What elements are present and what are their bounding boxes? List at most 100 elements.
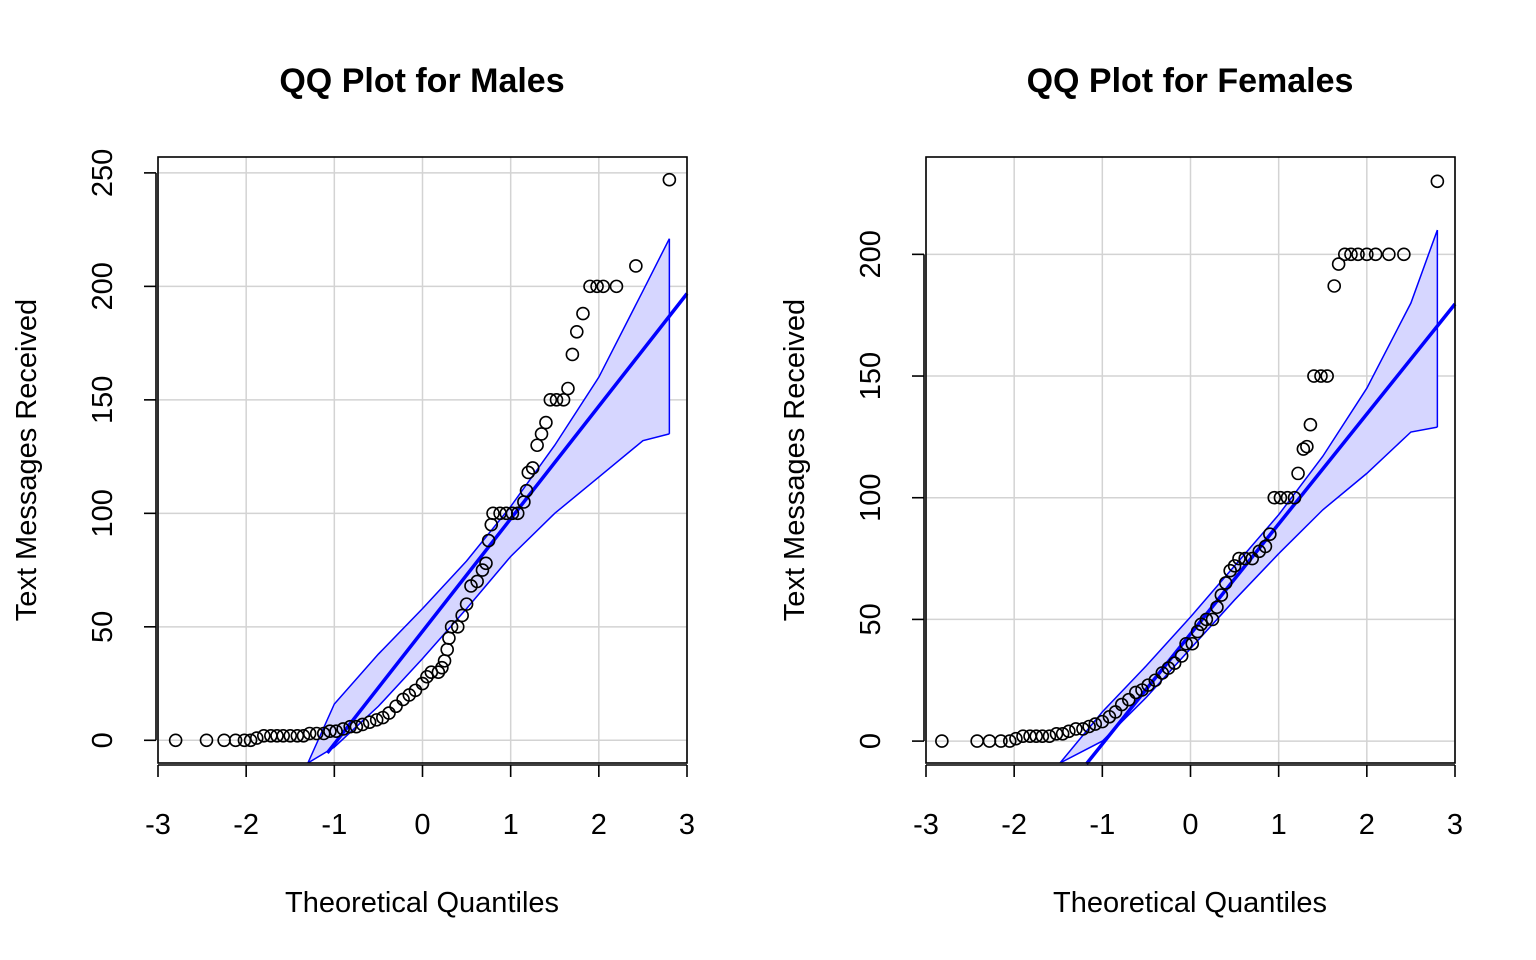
data-point — [1009, 731, 1023, 746]
x-tick-label: 3 — [1447, 809, 1463, 841]
x-tick-label: 1 — [1271, 809, 1287, 841]
confidence-band-upper — [307, 238, 671, 764]
data-point — [662, 172, 677, 187]
data-point — [276, 728, 290, 743]
data-point — [486, 506, 500, 521]
y-tick-label: 200 — [87, 262, 119, 310]
data-point — [1114, 697, 1129, 712]
data-point — [1397, 247, 1411, 262]
y-tick-label: 0 — [855, 733, 887, 749]
data-point — [420, 669, 434, 684]
data-point — [1296, 442, 1311, 456]
data-point — [1029, 729, 1044, 744]
data-point — [1430, 174, 1445, 189]
data-point — [481, 533, 496, 548]
data-point — [444, 620, 459, 634]
x-tick-label: 3 — [679, 809, 695, 841]
data-point — [1303, 417, 1318, 432]
data-point — [296, 728, 311, 743]
x-tick-label: -1 — [1089, 809, 1115, 841]
data-point — [1210, 600, 1224, 615]
data-point — [323, 724, 337, 739]
data-point — [355, 717, 370, 732]
data-point — [1331, 257, 1346, 271]
x-tick-label: -1 — [321, 809, 347, 841]
y-tick-label: 150 — [87, 376, 119, 424]
data-point — [302, 726, 317, 741]
data-point — [1307, 369, 1321, 383]
y-tick-label: 200 — [855, 230, 887, 278]
data-point — [1320, 369, 1334, 383]
data-point — [382, 706, 396, 720]
data-point — [1314, 369, 1328, 383]
data-point — [576, 306, 590, 321]
data-point — [1141, 678, 1155, 692]
y-tick-label: 150 — [855, 352, 887, 400]
data-point — [569, 324, 584, 339]
data-point — [1088, 717, 1103, 731]
data-point — [596, 279, 611, 294]
y-axis-label: Text Messages Received — [779, 299, 811, 621]
confidence-band-fill — [1060, 230, 1438, 763]
data-point — [935, 734, 949, 748]
data-point — [431, 665, 446, 680]
data-point — [1121, 692, 1136, 707]
confidence-band — [1059, 229, 1439, 764]
y-tick-label: 50 — [855, 603, 887, 635]
chart-title: QQ Plot for Females — [1027, 62, 1354, 100]
data-point — [1016, 729, 1030, 744]
data-point — [283, 728, 298, 743]
data-point — [1273, 490, 1288, 505]
data-point — [1002, 734, 1017, 748]
data-point — [349, 719, 364, 734]
chart-title: QQ Plot for Males — [279, 62, 564, 100]
data-point — [583, 279, 597, 294]
data-point — [994, 734, 1008, 748]
data-point — [270, 728, 284, 743]
data-point — [408, 683, 423, 698]
data-point — [1069, 722, 1083, 736]
data-point — [479, 556, 493, 571]
data-point — [1351, 247, 1365, 262]
data-point — [1382, 247, 1396, 262]
confidence-band-fill — [307, 238, 670, 763]
data-point — [1035, 729, 1050, 744]
data-point — [590, 279, 604, 294]
data-point — [1076, 722, 1090, 736]
data-point — [519, 483, 534, 498]
data-point — [470, 574, 484, 589]
data-point — [609, 279, 624, 294]
x-tick-label: -2 — [1001, 809, 1027, 841]
data-point — [629, 259, 643, 273]
data-point — [450, 620, 465, 634]
data-point — [168, 733, 183, 748]
data-point — [415, 676, 430, 691]
qq-panel-males: QQ Plot for Males Theoretical Quantiles … — [11, 62, 695, 919]
x-axis-label: Theoretical Quantiles — [285, 887, 559, 919]
data-point — [1082, 719, 1096, 734]
reference-line-segment — [325, 292, 689, 755]
x-tick-label: -3 — [145, 809, 171, 841]
reference-line — [325, 292, 689, 755]
data-point — [1190, 624, 1205, 639]
data-point — [1258, 539, 1273, 554]
data-point — [228, 733, 243, 748]
data-point — [1300, 439, 1314, 454]
data-point — [199, 733, 214, 748]
y-tick-label: 50 — [87, 611, 119, 643]
data-point — [475, 563, 490, 577]
data-point — [329, 724, 343, 739]
data-point — [336, 722, 350, 736]
data-point — [1368, 247, 1383, 262]
data-point — [243, 733, 258, 748]
data-point — [565, 347, 580, 362]
axes: -3 -2 -1 0 1 2 3 0 50 100 150 200 250 — [87, 149, 695, 841]
x-tick-label: 0 — [1182, 809, 1198, 841]
data-point — [1287, 490, 1302, 505]
data-point — [1263, 527, 1277, 542]
data-point — [1227, 559, 1242, 573]
y-tick-label: 100 — [855, 474, 887, 522]
data-point — [1167, 656, 1182, 671]
data-point — [1232, 551, 1246, 566]
data-point — [1218, 576, 1233, 590]
